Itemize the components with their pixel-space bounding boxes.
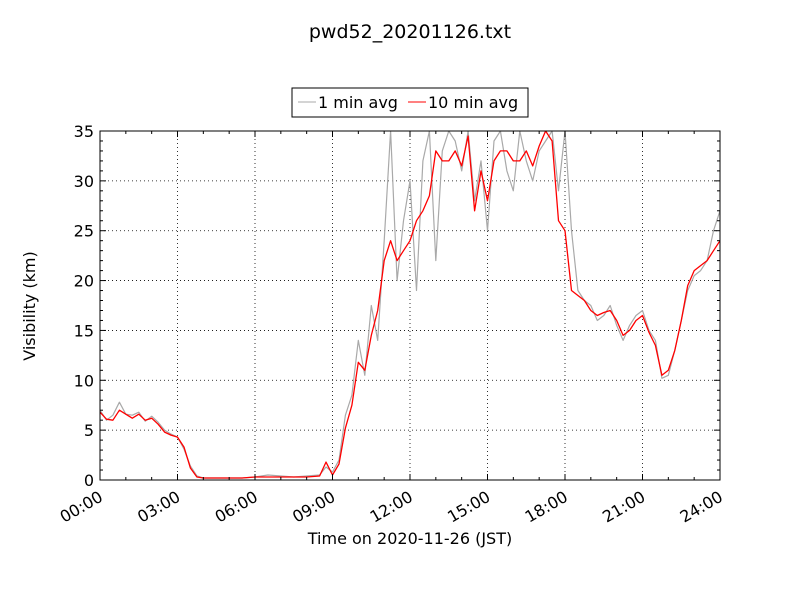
x-tick-label: 24:00 xyxy=(677,487,726,527)
axis-tick-labels: 00:00 03:00 06:00 09:00 12:00 15:00 18:00 21:00… xyxy=(57,122,726,527)
legend-label-10min: 10 min avg xyxy=(428,93,518,112)
y-tick-label: 0 xyxy=(84,471,94,490)
y-tick-label: 15 xyxy=(74,321,94,340)
y-tick-label: 5 xyxy=(84,421,94,440)
x-tick-label: 12:00 xyxy=(367,487,416,527)
legend: 1 min avg 10 min avg xyxy=(291,87,529,118)
series-line-10-min-avg xyxy=(100,131,720,479)
x-tick-label: 21:00 xyxy=(599,487,648,527)
series-layer xyxy=(100,131,720,479)
x-tick-label: 18:00 xyxy=(522,487,571,527)
x-tick-label: 15:00 xyxy=(444,487,493,527)
x-tick-label: 09:00 xyxy=(289,487,338,527)
x-tick-label: 06:00 xyxy=(212,487,261,527)
y-tick-label: 25 xyxy=(74,222,94,241)
y-axis-label: Visibility (km) xyxy=(20,251,39,360)
y-tick-label: 30 xyxy=(74,172,94,191)
x-axis-label: Time on 2020-11-26 (JST) xyxy=(307,529,512,548)
grid-lines xyxy=(100,131,720,480)
y-tick-label: 35 xyxy=(74,122,94,141)
y-tick-label: 10 xyxy=(74,371,94,390)
chart-title: pwd52_20201126.txt xyxy=(309,21,511,43)
legend-label-1min: 1 min avg xyxy=(318,93,398,112)
y-tick-label: 20 xyxy=(74,272,94,291)
x-tick-label: 00:00 xyxy=(57,487,106,527)
axis-ticks xyxy=(99,130,721,481)
series-line-1-min-avg xyxy=(100,131,720,479)
x-tick-label: 03:00 xyxy=(134,487,183,527)
